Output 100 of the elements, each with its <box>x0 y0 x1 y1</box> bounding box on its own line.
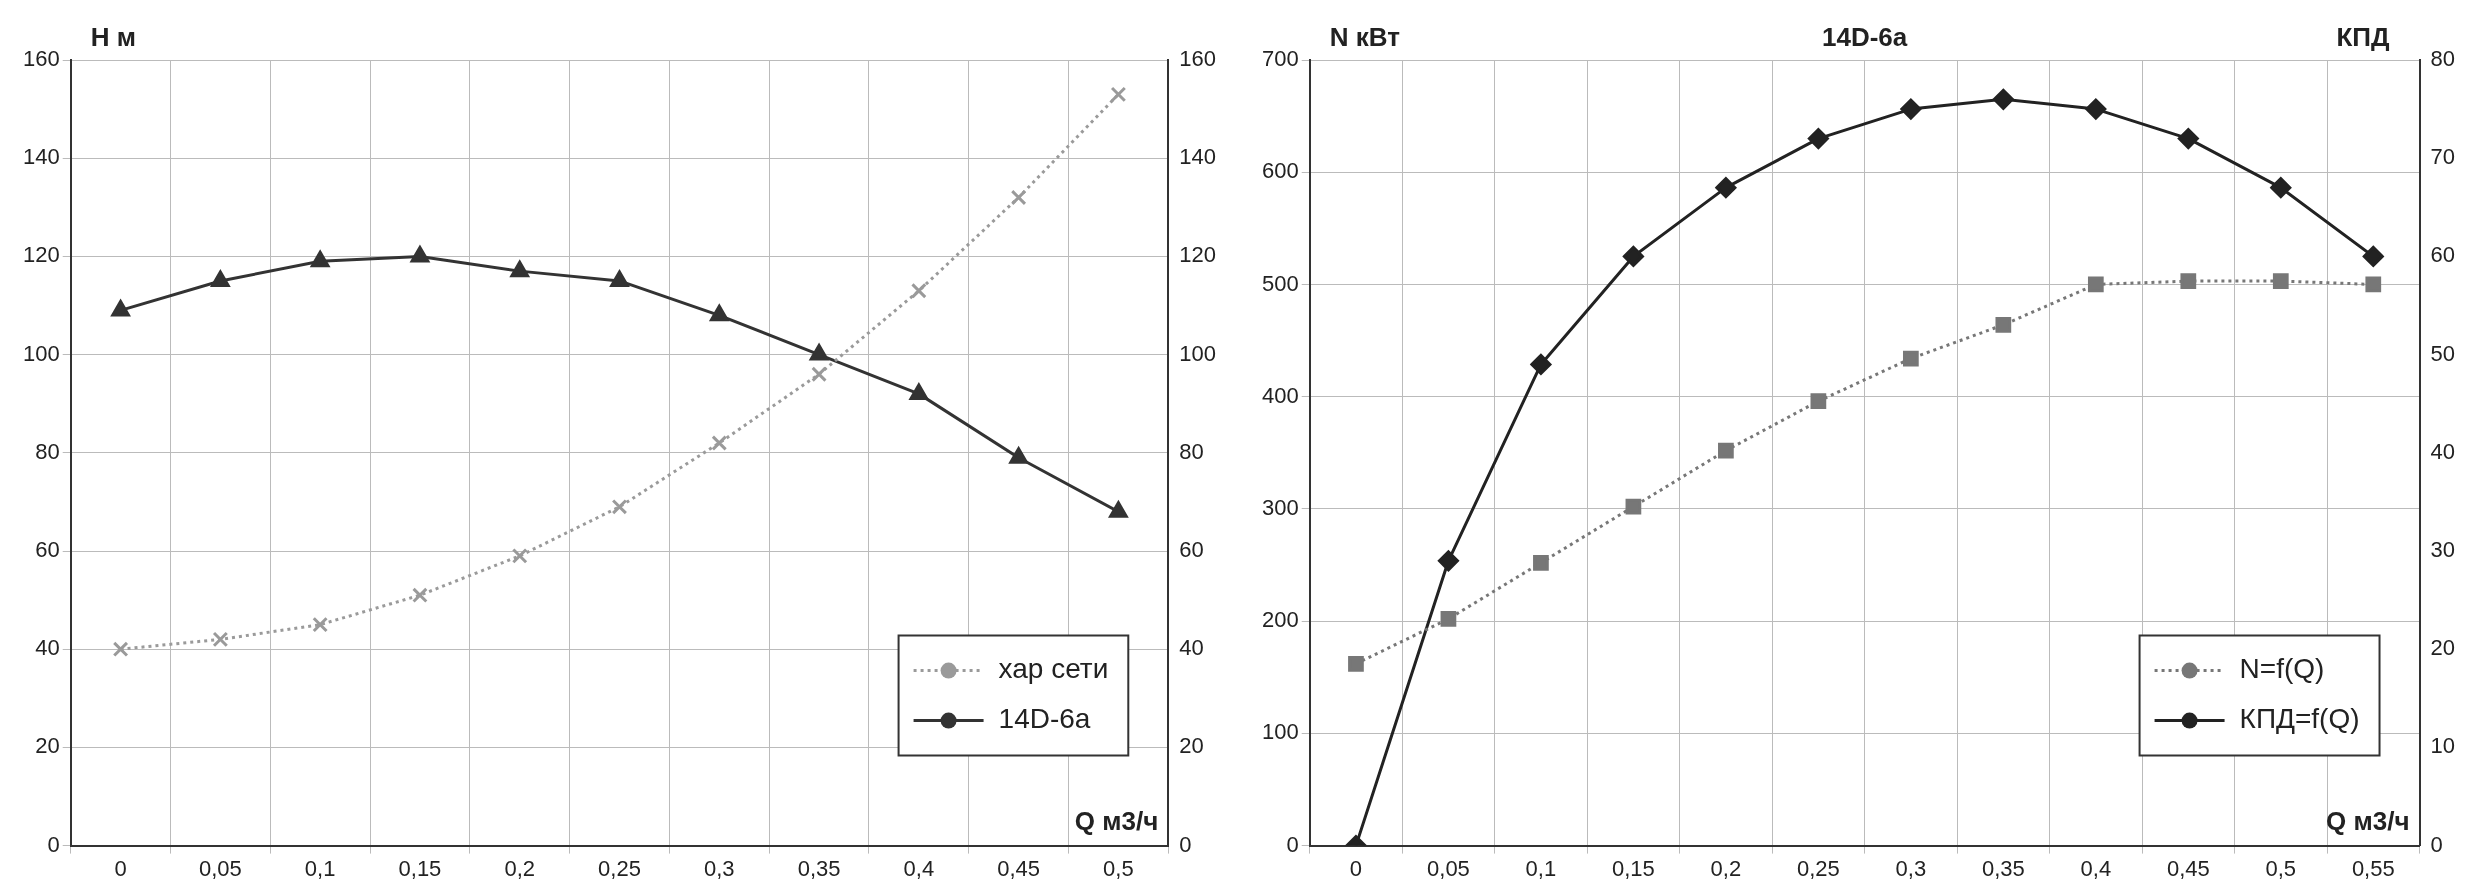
legend-label: КПД=f(Q) <box>2239 703 2360 735</box>
point <box>1109 501 1128 518</box>
point <box>2177 128 2199 150</box>
y-axis-title: H м <box>90 22 136 53</box>
y2-tick-label: 20 <box>2430 635 2456 661</box>
x-tick-label: 0,05 <box>1427 855 1470 881</box>
point <box>112 641 129 658</box>
legend-label: хар сети <box>998 653 1109 685</box>
point <box>211 270 230 287</box>
point <box>2365 276 2382 293</box>
x-tick-label: 0,1 <box>1525 855 1557 881</box>
y2-tick-label: 100 <box>1179 340 1217 366</box>
x-tick-label: 0,4 <box>903 855 935 881</box>
x-tick-label: 0,2 <box>1710 855 1742 881</box>
y-tick-label: 100 <box>22 340 60 366</box>
y2-tick-label: 10 <box>2430 733 2456 759</box>
x-tick-label: 0,1 <box>304 855 336 881</box>
point <box>709 304 729 322</box>
x-tick-label: 0,2 <box>504 855 536 881</box>
y-tick-label: 80 <box>35 438 60 464</box>
y2-tick-label: 40 <box>2430 438 2456 464</box>
point <box>410 245 430 263</box>
x-tick-label: 0,35 <box>797 855 841 881</box>
y-tick-label: 40 <box>35 635 60 661</box>
point <box>2362 245 2384 267</box>
point <box>1437 550 1459 572</box>
point <box>1622 245 1644 267</box>
x-tick-label: 0,45 <box>2166 855 2210 881</box>
y2-tick-label: 20 <box>1179 733 1204 759</box>
point <box>111 299 130 317</box>
point <box>1715 177 1737 199</box>
y-tick-label: 700 <box>1261 46 1299 72</box>
x-tick-label: 0,25 <box>598 855 641 881</box>
point <box>1440 611 1457 627</box>
point <box>910 282 927 299</box>
y-tick-label: 400 <box>1261 382 1299 408</box>
x-axis-title: Q м3/ч <box>1074 805 1159 836</box>
x-tick-label: 0,5 <box>2265 855 2297 881</box>
point <box>2085 98 2107 120</box>
point <box>1995 317 2012 333</box>
point <box>212 631 229 648</box>
y2-axis-title: КПД <box>2336 22 2390 53</box>
point <box>1807 128 1829 150</box>
y-tick-label: 500 <box>1261 270 1299 296</box>
y-tick-label: 140 <box>22 144 60 170</box>
legend-label: N=f(Q) <box>2239 653 2325 685</box>
point <box>2270 177 2292 199</box>
x-tick-label: 0 <box>114 855 127 881</box>
y-tick-label: 20 <box>35 733 60 759</box>
point <box>2272 273 2289 289</box>
x-tick-label: 0,3 <box>703 855 735 881</box>
y2-tick-label: 50 <box>2430 340 2456 366</box>
y2-tick-label: 70 <box>2430 144 2456 170</box>
y-tick-label: 200 <box>1261 607 1299 633</box>
y2-tick-label: 80 <box>1179 438 1204 464</box>
x-axis-title: Q м3/ч <box>2326 805 2410 836</box>
x-tick-label: 0,3 <box>1895 855 1927 881</box>
x-tick-label: 0,45 <box>997 855 1041 881</box>
y2-tick-label: 40 <box>1179 635 1204 661</box>
y-tick-label: 160 <box>22 46 60 72</box>
point <box>310 250 330 268</box>
point <box>711 435 728 451</box>
point <box>1992 88 2014 110</box>
chart-title: 14D-6a <box>1821 22 1908 53</box>
x-tick-label: 0,5 <box>1103 855 1134 881</box>
point <box>1810 393 1827 410</box>
x-tick-label: 0,35 <box>1981 855 2025 881</box>
y2-tick-label: 120 <box>1179 242 1217 268</box>
x-tick-label: 0,25 <box>1796 855 1840 881</box>
point <box>1533 554 1549 571</box>
point <box>510 260 530 278</box>
y2-tick-label: 80 <box>2430 46 2456 72</box>
legend-label: 14D-6a <box>998 703 1091 735</box>
y-tick-label: 120 <box>22 242 60 268</box>
y2-tick-label: 140 <box>1179 144 1217 170</box>
y2-tick-label: 30 <box>2430 537 2456 563</box>
y2-tick-label: 60 <box>1179 537 1204 563</box>
point <box>412 587 428 604</box>
y-tick-label: 60 <box>35 537 60 563</box>
point <box>1900 98 1922 120</box>
point <box>1348 655 1364 672</box>
point <box>1718 442 1734 459</box>
y2-tick-label: 0 <box>1179 831 1192 857</box>
y-tick-label: 0 <box>47 831 60 857</box>
y2-tick-label: 0 <box>2430 831 2443 857</box>
y2-tick-label: 60 <box>2430 242 2456 268</box>
x-tick-label: 0 <box>1349 855 1363 881</box>
point <box>611 498 628 515</box>
point <box>1903 350 1919 367</box>
x-tick-label: 0,05 <box>198 855 242 881</box>
point <box>312 616 329 633</box>
point <box>2180 273 2197 289</box>
y2-tick-label: 160 <box>1179 46 1217 72</box>
x-tick-label: 0,15 <box>1611 855 1655 881</box>
x-tick-label: 0,15 <box>398 855 442 881</box>
point <box>511 548 528 564</box>
point <box>1530 353 1552 375</box>
point <box>1625 498 1642 515</box>
point <box>610 270 629 287</box>
y-axis-title: N кВт <box>1329 22 1401 53</box>
